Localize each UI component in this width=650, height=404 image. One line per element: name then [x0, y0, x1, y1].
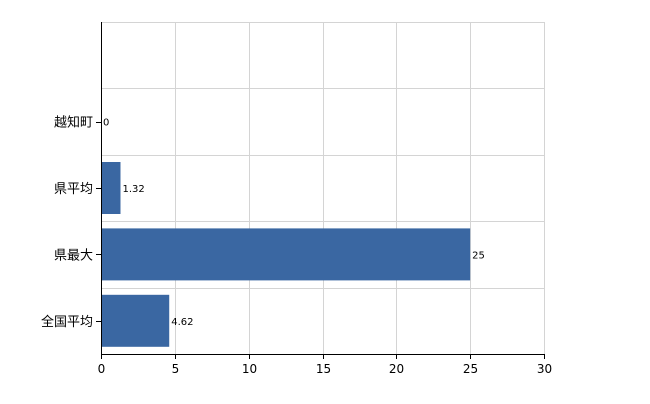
bar-2: [102, 228, 471, 281]
x-tick-label: 20: [389, 362, 404, 376]
category-label: 越知町: [54, 115, 93, 131]
labels: 0 5 10 15 20 25 30 越知町 0 県平均 1.32 県最大 25 全国平均 4.62: [41, 115, 552, 376]
axes: [96, 22, 545, 359]
x-tick-label: 10: [242, 362, 257, 376]
bar-1: [102, 162, 121, 214]
data-label: 1.32: [122, 184, 144, 195]
bars: [102, 162, 471, 347]
grid-lines: [101, 22, 545, 354]
category-label: 全国平均: [41, 314, 93, 330]
data-label: 0: [103, 118, 109, 129]
x-tick-label: 5: [172, 362, 180, 376]
category-label: 県最大: [54, 248, 93, 263]
x-tick-label: 30: [537, 362, 552, 376]
bar-3: [102, 294, 170, 347]
x-tick-label: 0: [98, 362, 106, 376]
data-label: 4.62: [171, 317, 193, 328]
x-tick-label: 25: [463, 362, 478, 376]
data-label: 25: [472, 250, 485, 261]
x-tick-label: 15: [316, 362, 331, 376]
category-label: 県平均: [54, 182, 93, 197]
